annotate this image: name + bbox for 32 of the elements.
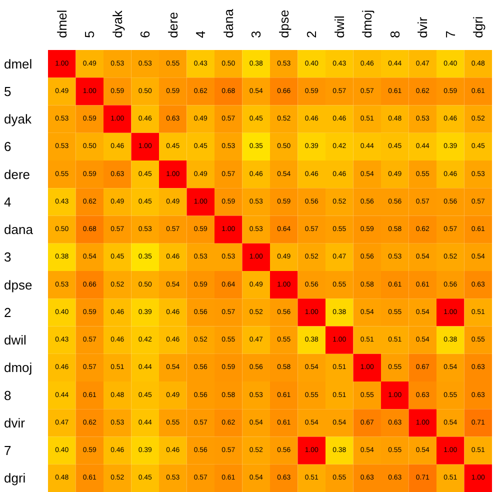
y-tick-label: dyak [4, 112, 32, 127]
y-tick-label: dpse [4, 277, 32, 292]
y-tick-label: 6 [4, 139, 12, 154]
y-tick-label: 5 [4, 84, 12, 99]
y-tick-label: 4 [4, 194, 12, 210]
y-tick-label: dere [4, 166, 30, 182]
y-tick-label: 8 [4, 388, 12, 403]
y-tick-label: dmel [4, 56, 32, 72]
x-tick-label: dmoj [360, 10, 375, 38]
y-tick-label: dgri [4, 470, 26, 486]
x-tick-label: 4 [193, 30, 208, 38]
x-tick-label: dgri [470, 16, 486, 38]
y-tick-label: dmoj [4, 360, 32, 376]
x-tick-label: 2 [304, 30, 320, 38]
x-tick-label: dwil [332, 15, 347, 38]
x-tick-label: dpse [276, 10, 292, 38]
x-tick-label: dvir [415, 16, 430, 38]
y-tick-label: dwil [4, 332, 27, 348]
y-tick-label: 7 [4, 443, 12, 458]
y-tick-label: dvir [4, 415, 26, 430]
y-tick-label: dana [4, 222, 34, 238]
y-tick-label: 3 [4, 250, 12, 265]
x-tick-label: 3 [248, 30, 264, 38]
x-tick-label: 8 [387, 30, 402, 38]
x-tick-label: dmel [54, 10, 70, 38]
y-tick-label: 2 [4, 304, 12, 320]
x-tick-label: dyak [110, 10, 125, 38]
x-tick-label: 6 [138, 30, 153, 38]
x-tick-label: 5 [82, 30, 98, 38]
x-tick-label: dana [220, 8, 236, 38]
x-tick-label: 7 [442, 30, 458, 38]
x-tick-label: dere [165, 12, 180, 38]
